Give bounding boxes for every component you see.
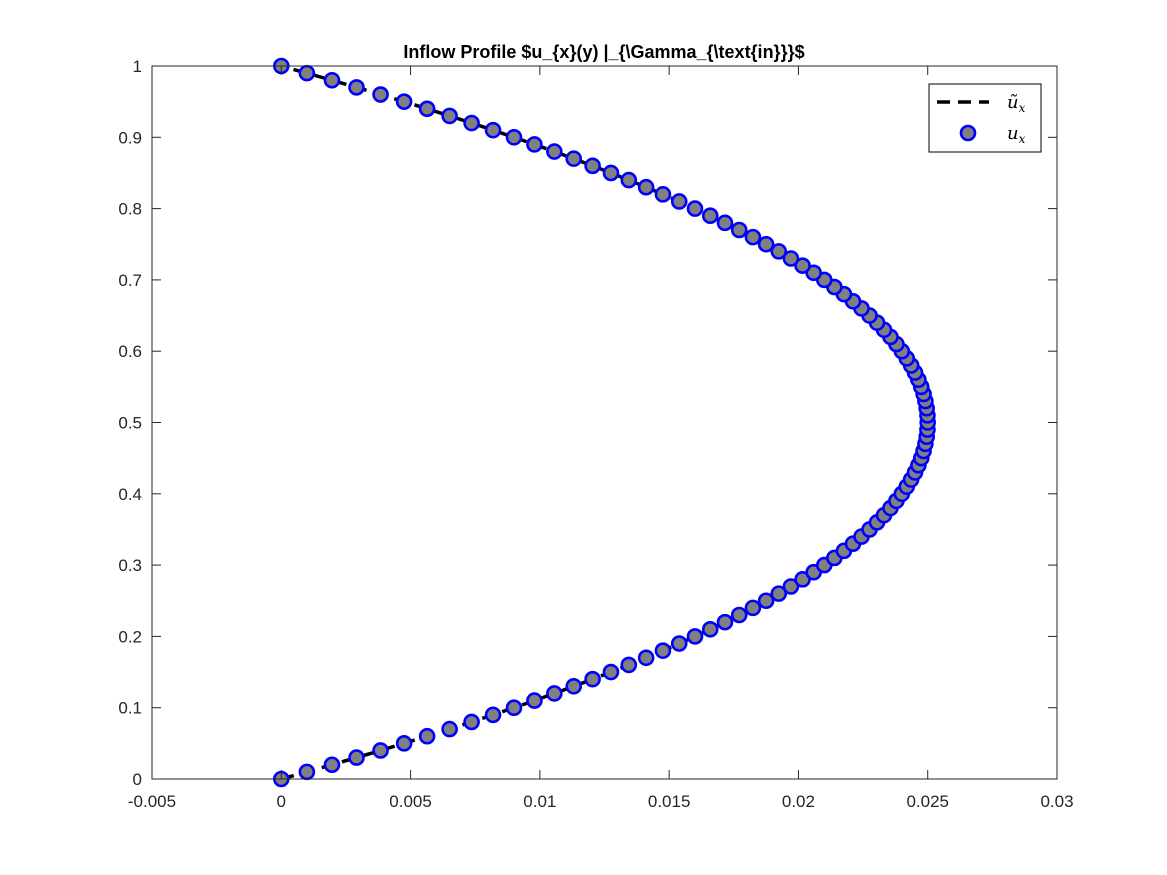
legend-box [928, 83, 1042, 153]
tick-labels: -0.005 0 0.005 0.01 0.015 0.02 0.025 0.03 0 0.1 0.… [118, 57, 1073, 811]
y-tick-label: 0.3 [118, 556, 142, 575]
legend-label-series-2-name: u [1007, 123, 1019, 144]
data-point [372, 86, 389, 103]
data-point [372, 742, 389, 759]
data-point [584, 157, 601, 175]
chart-title: Inflow Profile $u_{x}(y) |_{\Gamma_{\tex… [403, 42, 804, 62]
x-tick-label: 0 [277, 792, 286, 811]
data-point [620, 656, 638, 674]
axes-background [152, 66, 1057, 779]
data-point [770, 243, 788, 260]
data-point [686, 628, 704, 645]
data-point [670, 635, 688, 652]
y-tick-label: 0.8 [118, 200, 142, 219]
legend-label-series-1: ũx [1007, 92, 1026, 115]
x-tick-label: 0.005 [389, 792, 432, 811]
data-point [757, 592, 775, 610]
data-point [526, 136, 543, 153]
data-point [505, 129, 523, 146]
data-point [546, 143, 563, 160]
data-point [441, 107, 458, 125]
data-point [323, 71, 341, 89]
data-point [298, 64, 316, 82]
data-point [441, 720, 458, 738]
data-point [730, 221, 748, 239]
data-point [716, 214, 734, 232]
plot-area [272, 57, 937, 788]
x-tick-label: 0.03 [1040, 792, 1073, 811]
x-tick-label: 0.015 [648, 792, 691, 811]
legend-label-series-1-sub: x [1019, 101, 1026, 115]
data-point [744, 599, 762, 617]
data-point [730, 606, 748, 624]
data-point [602, 663, 620, 681]
data-point [565, 678, 583, 695]
y-tick-label: 0.5 [118, 414, 142, 433]
data-point [744, 228, 762, 246]
data-point [395, 735, 413, 752]
x-tick-label: -0.005 [128, 792, 176, 811]
data-point [463, 713, 480, 731]
y-tick-label: 0.9 [118, 128, 142, 147]
data-point [546, 685, 563, 702]
data-point [348, 79, 365, 96]
y-tick-label: 0 [133, 770, 142, 789]
legend-label-series-2: ux [1007, 123, 1026, 146]
data-point [584, 670, 601, 688]
data-point [484, 121, 502, 139]
x-tick-label: 0.02 [782, 792, 815, 811]
data-point [654, 186, 672, 203]
data-point [620, 171, 638, 189]
data-point [565, 150, 583, 167]
x-tick-label: 0.01 [523, 792, 556, 811]
data-point [701, 207, 719, 225]
legend-label-series-2-sub: x [1019, 132, 1026, 146]
data-point [782, 250, 800, 267]
y-tick-label: 1 [133, 57, 142, 76]
y-tick-label: 0.4 [118, 485, 142, 504]
data-point [770, 585, 788, 602]
data-point [526, 692, 543, 709]
legend: ũx ux [928, 83, 1042, 153]
data-point [348, 749, 365, 766]
data-point [701, 620, 719, 638]
data-point [298, 763, 316, 781]
data-point [637, 649, 655, 667]
data-point [716, 613, 734, 631]
legend-label-series-1-name: ũ [1007, 92, 1019, 113]
data-point [395, 93, 413, 110]
data-point [686, 200, 704, 217]
legend-marker-sample [959, 124, 977, 142]
data-point [794, 257, 811, 274]
data-point [484, 706, 502, 724]
y-tick-label: 0.2 [118, 627, 142, 646]
data-point [602, 164, 620, 182]
data-point [757, 235, 775, 253]
data-point [418, 727, 436, 745]
data-point [505, 699, 523, 717]
axes [151, 65, 1058, 780]
data-point [418, 100, 436, 118]
data-point [323, 756, 341, 774]
y-tick-label: 0.6 [118, 342, 142, 361]
data-point [654, 642, 672, 659]
y-tick-label: 0.1 [118, 699, 142, 718]
data-point [670, 193, 688, 210]
data-point [463, 114, 480, 132]
y-tick-label: 0.7 [118, 271, 142, 290]
data-point [782, 578, 800, 595]
data-point [637, 178, 655, 196]
x-tick-label: 0.025 [906, 792, 949, 811]
